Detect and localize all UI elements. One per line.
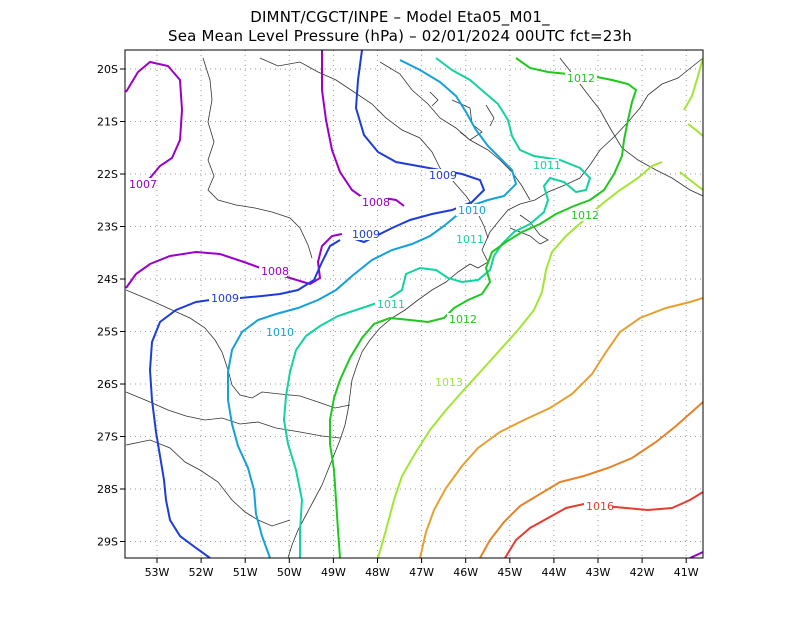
lon-tick-label: 48W <box>365 566 390 579</box>
isobar-label: 1009 <box>429 169 457 182</box>
isobar-1014 <box>419 297 703 558</box>
isobar-label: 1010 <box>458 204 486 217</box>
lon-tick-label: 49W <box>321 566 346 579</box>
lon-tick-label: 53W <box>145 566 170 579</box>
lat-tick-label: 25S <box>97 326 118 339</box>
lat-tick-label: 22S <box>97 168 118 181</box>
latitude-axis: 20S 21S 22S 23S 24S 25S 26S 27S 28S 29S <box>97 63 125 549</box>
isobar-1009-south <box>148 299 211 558</box>
lat-tick-label: 20S <box>97 63 118 76</box>
lon-tick-label: 47W <box>409 566 434 579</box>
lat-tick-label: 26S <box>97 378 118 391</box>
lon-tick-label: 50W <box>277 566 302 579</box>
lon-tick-label: 42W <box>630 566 655 579</box>
lon-tick-label: 46W <box>453 566 478 579</box>
isobar-label: 1013 <box>435 376 463 389</box>
lon-tick-label: 43W <box>586 566 611 579</box>
isobar-label: 1012 <box>571 209 599 222</box>
isobar-label: 1009 <box>352 228 380 241</box>
lat-tick-label: 28S <box>97 483 118 496</box>
isobar-label: 1008 <box>261 265 289 278</box>
isobar-1007-west <box>125 60 184 185</box>
state-border-1 <box>125 289 351 409</box>
lat-tick-label: 23S <box>97 221 118 234</box>
isobar-label: 1016 <box>586 500 614 513</box>
isobar-1013 <box>377 57 703 558</box>
lat-tick-label: 27S <box>97 431 118 444</box>
isobar-1012 <box>329 57 638 558</box>
lat-tick-label: 24S <box>97 273 118 286</box>
lon-tick-label: 51W <box>233 566 258 579</box>
state-border-3 <box>125 439 291 527</box>
isobar-label: 1009 <box>211 292 239 305</box>
isobar-label: 1007 <box>129 178 157 191</box>
isobar-1011 <box>282 57 592 558</box>
isobar-label: 1011 <box>377 298 405 311</box>
isobar-labels: 1007 1008 1008 1009 1009 1009 1010 1010 … <box>127 72 614 513</box>
state-border-4 <box>202 57 313 259</box>
isobar-1008-south <box>125 233 343 289</box>
isobar-label: 1011 <box>456 233 484 246</box>
isobar-purple-edge <box>689 551 703 558</box>
longitude-axis: 53W 52W 51W 50W 49W 48W 47W 46W 45W 44W 43W 42W 41W <box>145 558 699 579</box>
lon-tick-label: 41W <box>674 566 699 579</box>
coastline-borders <box>125 57 703 558</box>
map-title-line-1: DIMNT/CGCT/INPE – Model Eta05_M01_ <box>250 8 550 26</box>
lat-tick-label: 21S <box>97 116 118 129</box>
isobar-label: 1012 <box>567 72 595 85</box>
isobar-1009-north <box>351 50 486 244</box>
lat-tick-label: 29S <box>97 536 118 549</box>
isobar-1008-north <box>321 50 405 207</box>
isobar-1015 <box>479 401 703 558</box>
map-title-line-2: Sea Mean Level Pressure (hPa) – 02/01/20… <box>168 27 632 45</box>
lon-tick-label: 52W <box>189 566 214 579</box>
isobar-label: 1010 <box>266 326 294 339</box>
isobar-1010 <box>227 59 518 558</box>
map-frame <box>124 49 704 559</box>
isobar-1009-mid <box>239 239 341 299</box>
isobar-label: 1011 <box>533 159 561 172</box>
isobar-label: 1008 <box>362 196 390 209</box>
lon-tick-label: 45W <box>497 566 522 579</box>
isobar-label: 1012 <box>449 313 477 326</box>
coastline <box>287 57 703 558</box>
lon-tick-label: 44W <box>541 566 566 579</box>
state-border-5 <box>259 57 441 169</box>
